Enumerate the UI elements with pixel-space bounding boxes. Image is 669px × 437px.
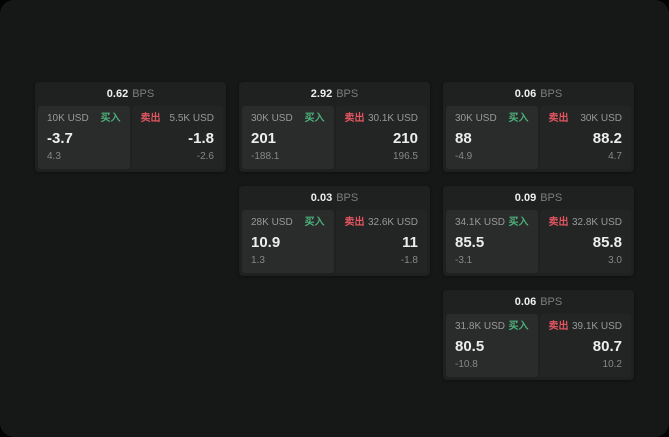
spread-unit: BPS xyxy=(540,296,563,308)
buy-panel[interactable]: 31.8K USD 买入 80.5 -10.8 xyxy=(446,314,538,377)
sell-delta: 4.7 xyxy=(608,151,622,162)
quote-panels: 31.8K USD 买入 80.5 -10.8 卖出 39.1K USD 80.… xyxy=(443,314,634,380)
buy-size: 34.1K USD xyxy=(455,217,506,228)
sell-label: 卖出 xyxy=(344,113,365,124)
sell-panel[interactable]: 卖出 5.5K USD -1.8 -2.6 xyxy=(131,106,223,169)
quote-panels: 30K USD 买入 201 -188.1 卖出 30.1K USD 210 1… xyxy=(239,106,430,172)
buy-price: 10.9 xyxy=(251,233,281,251)
quote-card[interactable]: 0.09 BPS 34.1K USD 买入 85.5 -3.1 卖出 32.8K… xyxy=(443,186,634,276)
buy-label: 买入 xyxy=(304,113,325,124)
spread-unit: BPS xyxy=(336,88,359,100)
sell-delta: -1.8 xyxy=(400,255,418,266)
spread-value: 0.06 xyxy=(514,88,537,100)
buy-label: 买入 xyxy=(508,217,529,228)
buy-delta: -188.1 xyxy=(251,151,280,162)
buy-delta: -3.1 xyxy=(455,255,473,266)
sell-label: 卖出 xyxy=(548,321,569,332)
sell-label: 卖出 xyxy=(548,217,569,228)
buy-delta: 1.3 xyxy=(251,255,265,266)
sell-price: 80.7 xyxy=(592,337,622,355)
buy-delta: -4.9 xyxy=(455,151,473,162)
spread-header: 0.03 BPS xyxy=(239,186,430,210)
buy-panel[interactable]: 28K USD 买入 10.9 1.3 xyxy=(242,210,334,273)
buy-size: 30K USD xyxy=(455,113,497,124)
quote-card[interactable]: 0.06 BPS 30K USD 买入 88 -4.9 卖出 30K USD xyxy=(443,82,634,172)
buy-label: 买入 xyxy=(100,113,121,124)
spread-header: 0.06 BPS xyxy=(443,82,634,106)
buy-label: 买入 xyxy=(304,217,325,228)
sell-delta: -2.6 xyxy=(196,151,214,162)
sell-price: 210 xyxy=(392,129,418,147)
spread-header: 0.06 BPS xyxy=(443,290,634,314)
spread-unit: BPS xyxy=(540,192,563,204)
quote-card[interactable]: 2.92 BPS 30K USD 买入 201 -188.1 卖出 30.1K … xyxy=(239,82,430,172)
buy-delta: -10.8 xyxy=(455,359,478,370)
buy-price: 80.5 xyxy=(455,337,485,355)
sell-delta: 196.5 xyxy=(392,151,418,162)
spread-value: 0.09 xyxy=(514,192,537,204)
sell-panel[interactable]: 卖出 32.6K USD 11 -1.8 xyxy=(335,210,427,273)
spread-header: 2.92 BPS xyxy=(239,82,430,106)
buy-label: 买入 xyxy=(508,113,529,124)
spread-unit: BPS xyxy=(540,88,563,100)
sell-size: 30K USD xyxy=(580,113,622,124)
quote-card[interactable]: 0.06 BPS 31.8K USD 买入 80.5 -10.8 卖出 39.1… xyxy=(443,290,634,380)
buy-price: 85.5 xyxy=(455,233,485,251)
quote-panels: 28K USD 买入 10.9 1.3 卖出 32.6K USD 11 -1.8 xyxy=(239,210,430,276)
sell-size: 32.8K USD xyxy=(571,217,622,228)
buy-size: 30K USD xyxy=(251,113,293,124)
sell-panel[interactable]: 卖出 30.1K USD 210 196.5 xyxy=(335,106,427,169)
buy-panel[interactable]: 10K USD 买入 -3.7 4.3 xyxy=(38,106,130,169)
sell-panel[interactable]: 卖出 30K USD 88.2 4.7 xyxy=(539,106,631,169)
spread-value: 0.03 xyxy=(310,192,333,204)
buy-price: -3.7 xyxy=(47,129,73,147)
spread-value: 0.06 xyxy=(514,296,537,308)
sell-price: -1.8 xyxy=(188,129,214,147)
quote-panels: 34.1K USD 买入 85.5 -3.1 卖出 32.8K USD 85.8… xyxy=(443,210,634,276)
sell-label: 卖出 xyxy=(344,217,365,228)
sell-panel[interactable]: 卖出 39.1K USD 80.7 10.2 xyxy=(539,314,631,377)
quote-card[interactable]: 0.62 BPS 10K USD 买入 -3.7 4.3 卖出 5.5K USD xyxy=(35,82,226,172)
buy-size: 28K USD xyxy=(251,217,293,228)
quote-panels: 10K USD 买入 -3.7 4.3 卖出 5.5K USD -1.8 -2.… xyxy=(35,106,226,172)
spread-header: 0.62 BPS xyxy=(35,82,226,106)
sell-label: 卖出 xyxy=(140,113,161,124)
buy-size: 31.8K USD xyxy=(455,321,506,332)
buy-price: 88 xyxy=(455,129,472,147)
spread-unit: BPS xyxy=(336,192,359,204)
spread-unit: BPS xyxy=(132,88,155,100)
sell-price: 88.2 xyxy=(592,129,622,147)
buy-panel[interactable]: 34.1K USD 买入 85.5 -3.1 xyxy=(446,210,538,273)
spread-value: 0.62 xyxy=(106,88,129,100)
buy-price: 201 xyxy=(251,129,277,147)
sell-panel[interactable]: 卖出 32.8K USD 85.8 3.0 xyxy=(539,210,631,273)
quote-panels: 30K USD 买入 88 -4.9 卖出 30K USD 88.2 4.7 xyxy=(443,106,634,172)
sell-size: 30.1K USD xyxy=(367,113,418,124)
sell-size: 32.6K USD xyxy=(367,217,418,228)
buy-label: 买入 xyxy=(508,321,529,332)
quote-card-grid: 0.62 BPS 10K USD 买入 -3.7 4.3 卖出 5.5K USD xyxy=(35,82,634,380)
sell-price: 85.8 xyxy=(592,233,622,251)
buy-panel[interactable]: 30K USD 买入 201 -188.1 xyxy=(242,106,334,169)
spread-header: 0.09 BPS xyxy=(443,186,634,210)
buy-panel[interactable]: 30K USD 买入 88 -4.9 xyxy=(446,106,538,169)
sell-label: 卖出 xyxy=(548,113,569,124)
sell-price: 11 xyxy=(402,233,418,251)
quote-card[interactable]: 0.03 BPS 28K USD 买入 10.9 1.3 卖出 32.6K US… xyxy=(239,186,430,276)
buy-size: 10K USD xyxy=(47,113,89,124)
spread-value: 2.92 xyxy=(310,88,333,100)
buy-delta: 4.3 xyxy=(47,151,61,162)
sell-delta: 10.2 xyxy=(602,359,622,370)
sell-size: 39.1K USD xyxy=(571,321,622,332)
sell-delta: 3.0 xyxy=(608,255,622,266)
sell-size: 5.5K USD xyxy=(169,113,214,124)
